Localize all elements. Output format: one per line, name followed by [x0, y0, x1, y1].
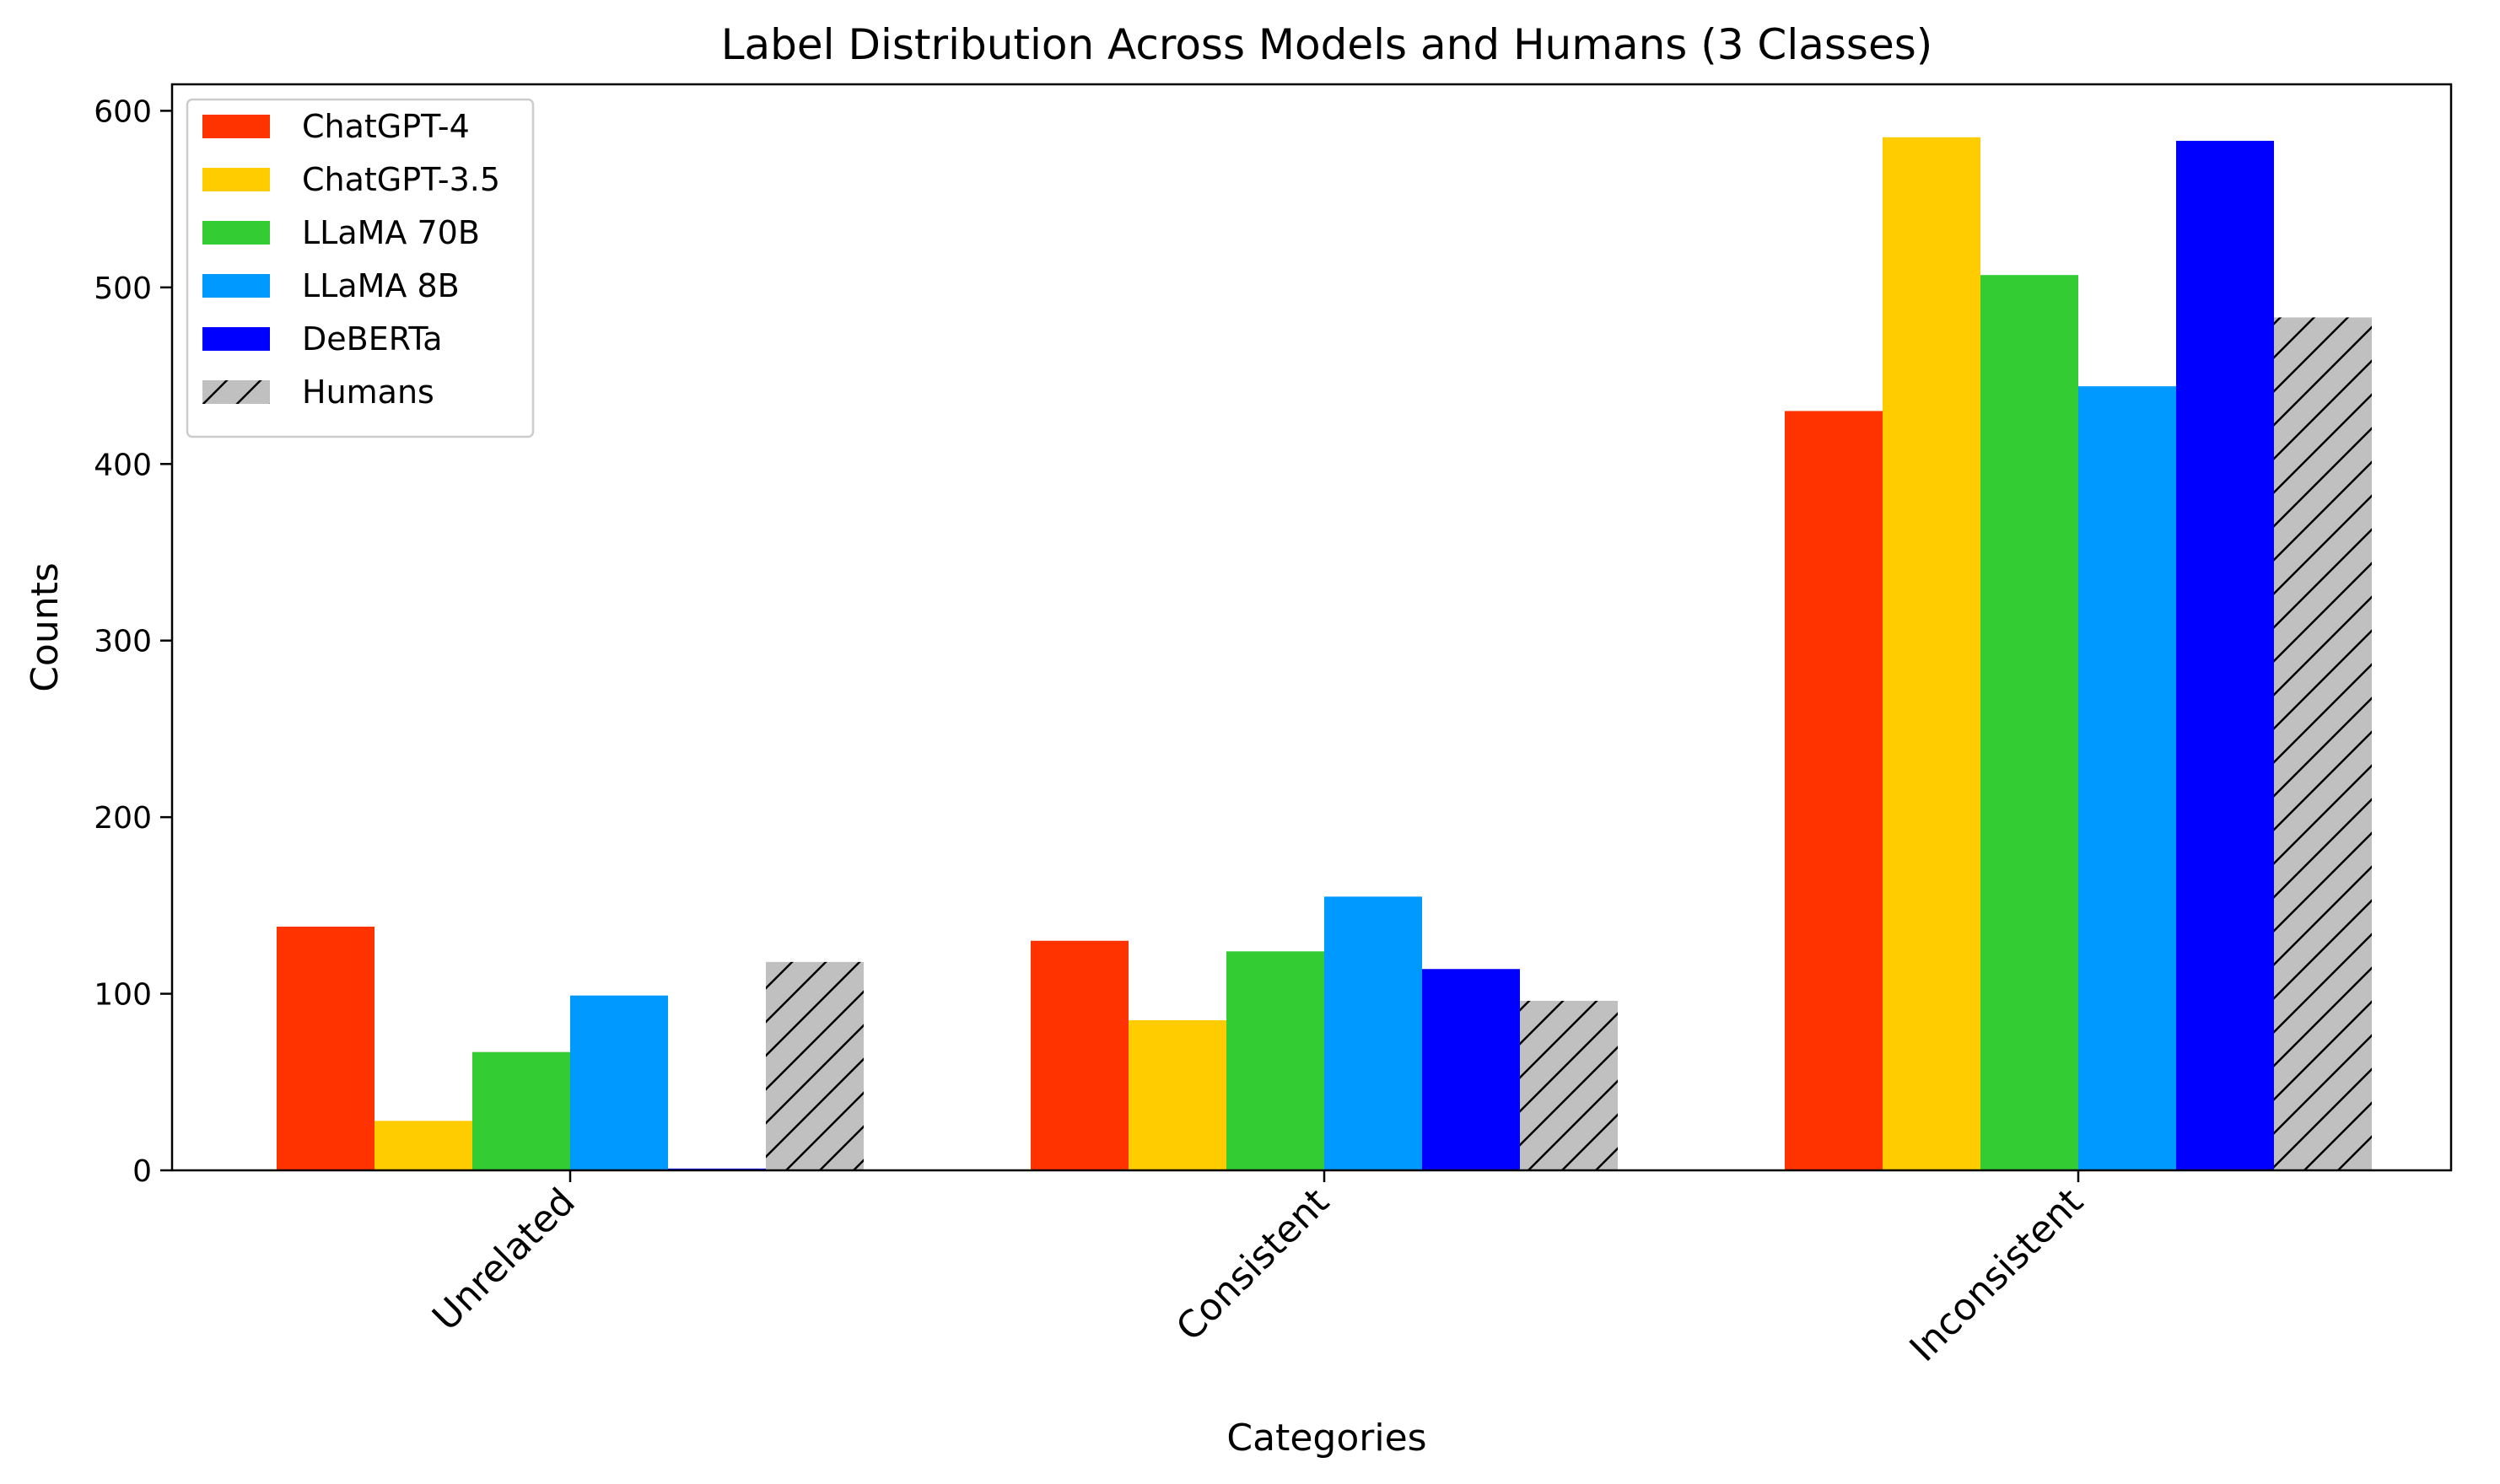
- legend-label-humans: Humans: [302, 374, 434, 411]
- bar-llama-8b-inconsistent: [2078, 386, 2176, 1170]
- bar-llama-8b-unrelated: [570, 995, 668, 1170]
- y-axis-label: Counts: [24, 562, 67, 692]
- legend-label-deberta: DeBERTa: [302, 320, 443, 358]
- legend-frame: [186, 98, 535, 438]
- bar-hatch-humans-consistent: [1520, 1000, 1618, 1170]
- bar-llama-70b-inconsistent: [1980, 275, 2078, 1171]
- legend-swatch-chatgpt-3-5: [202, 168, 270, 191]
- bar-hatch-humans-unrelated: [766, 961, 864, 1170]
- bar-deberta-inconsistent: [2176, 141, 2274, 1171]
- legend-label-chatgpt-3-5: ChatGPT-3.5: [302, 161, 500, 198]
- bar-llama-8b-consistent: [1324, 896, 1422, 1170]
- legend-swatch-llama-8b: [202, 274, 270, 298]
- y-tick-label: 100: [94, 978, 152, 1013]
- bar-llama-70b-unrelated: [472, 1051, 570, 1170]
- bar-chatgpt-4-unrelated: [277, 926, 374, 1170]
- legend-label-llama-8b: LLaMA 8B: [302, 267, 460, 304]
- x-axis-label: Categories: [1226, 1417, 1426, 1460]
- y-tick-label: 600: [94, 94, 152, 129]
- bar-chatgpt-4-consistent: [1031, 940, 1129, 1170]
- bar-chatgpt-3-5-inconsistent: [1883, 137, 1980, 1171]
- y-tick-label: 300: [94, 625, 152, 659]
- bar-deberta-consistent: [1422, 969, 1520, 1170]
- bar-chatgpt-3-5-unrelated: [374, 1121, 472, 1170]
- y-tick-label: 0: [132, 1154, 152, 1189]
- legend-label-chatgpt-4: ChatGPT-4: [302, 108, 470, 145]
- plot-frame: [170, 83, 2453, 1172]
- legend-swatch-llama-70b: [202, 221, 270, 245]
- legend: ChatGPT-4 ChatGPT-3.5 LLaMA 70B LLaMA 8B DeB…: [186, 98, 535, 438]
- bar-hatch-humans-inconsistent: [2274, 317, 2372, 1170]
- bar-chatgpt-4-inconsistent: [1785, 411, 1883, 1170]
- legend-label-llama-70b: LLaMA 70B: [302, 214, 480, 251]
- chart-title: Label Distribution Across Models and Hum…: [721, 20, 1933, 69]
- bar-llama-70b-consistent: [1226, 951, 1324, 1170]
- legend-swatch-deberta: [202, 327, 270, 351]
- legend-swatch-hatch-humans: [202, 380, 270, 404]
- y-tick-label: 400: [94, 448, 152, 482]
- legend-swatch-chatgpt-4: [202, 115, 270, 138]
- bar-group: [277, 137, 2372, 1171]
- y-tick-label: 200: [94, 801, 152, 836]
- bar-chatgpt-3-5-consistent: [1129, 1019, 1226, 1170]
- y-tick-label: 500: [94, 272, 152, 306]
- y-axis: 0 100 200 300 400 500 600: [94, 94, 172, 1189]
